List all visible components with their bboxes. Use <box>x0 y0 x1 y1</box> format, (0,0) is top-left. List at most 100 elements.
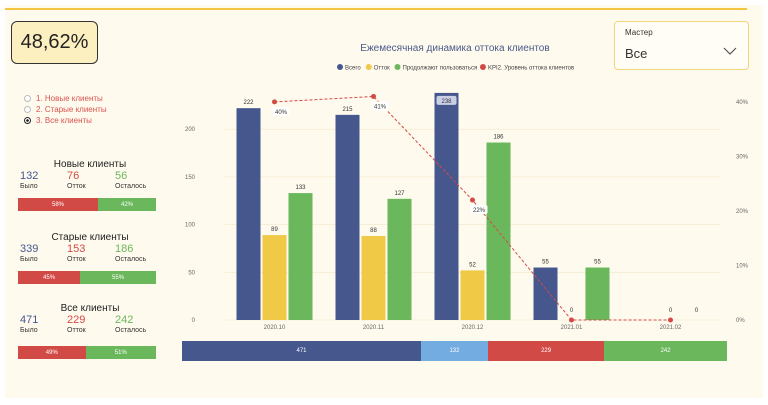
master-value: Все <box>625 46 648 61</box>
was-label: Было <box>20 327 38 334</box>
radio-old-clients[interactable]: 2. Старые клиенты <box>24 104 107 114</box>
radio-button-icon[interactable] <box>24 105 31 113</box>
bar-retained <box>486 142 511 320</box>
card-title: Все клиенты <box>60 303 120 314</box>
bar-retained <box>387 198 412 320</box>
monthly-churn-chart: Ежемесячная динамика оттока клиентов Всег… <box>185 43 749 331</box>
was-value: 471 <box>20 314 39 326</box>
churn-share-segment: 45% <box>18 271 81 284</box>
y2-tick-label: 0% <box>736 318 745 324</box>
bar-total <box>236 108 261 320</box>
data-label: 55 <box>542 260 549 266</box>
data-label: 52 <box>469 262 476 268</box>
master-label: Мастер <box>625 28 653 37</box>
data-label: 222 <box>243 100 254 106</box>
card-title: Новые клиенты <box>53 159 127 170</box>
kpi-label-bg <box>272 106 290 116</box>
data-label: 238 <box>441 99 452 105</box>
churn-split-bar: 49% 51% <box>18 346 156 359</box>
x-tick-label: 2020.12 <box>462 325 484 331</box>
churn-label: Отток <box>67 327 86 334</box>
left-share-segment: 42% <box>98 198 156 211</box>
legend-label: Продолжают пользоваться <box>403 66 478 72</box>
left-value: 56 <box>115 170 128 182</box>
kpi-label: 41% <box>374 104 387 110</box>
card-all-clients: Все клиенты 471 229 242 Было Отток Остал… <box>18 303 156 359</box>
data-label: 0 <box>669 308 673 314</box>
data-label: 0 <box>570 308 574 314</box>
churn-split-bar: 58% 42% <box>18 198 156 211</box>
bar-retained <box>585 267 610 320</box>
y-tick-label: 100 <box>185 223 196 229</box>
churn-label: Отток <box>67 183 86 190</box>
radio-label: 2. Старые клиенты <box>36 104 107 114</box>
top-accent-line <box>5 8 747 10</box>
x-tick-label: 2020.10 <box>264 325 286 331</box>
data-label: 0 <box>695 308 699 314</box>
x-tick-label: 2021.01 <box>561 325 583 331</box>
kpi-label: 22% <box>473 208 486 214</box>
radio-all-clients[interactable]: 3. Все клиенты <box>24 115 107 125</box>
bar-churn <box>460 270 485 320</box>
kpi-card: 48,62% <box>11 21 98 64</box>
legend-marker <box>394 64 401 70</box>
radio-new-clients[interactable]: 1. Новые клиенты <box>24 93 107 103</box>
legend-marker <box>479 64 486 70</box>
was-label: Было <box>20 183 38 190</box>
legend-label: Отток <box>374 66 390 72</box>
card-new-clients: Новые клиенты 132 76 56 Было Отток Остал… <box>18 159 156 211</box>
data-label: 127 <box>394 191 405 197</box>
chevron-down-icon[interactable] <box>722 44 738 58</box>
radio-button-selected-icon[interactable] <box>24 116 31 124</box>
radio-label: 1. Новые клиенты <box>36 93 103 103</box>
data-label-bg <box>436 95 457 105</box>
churn-value: 76 <box>67 170 80 182</box>
kpi-point <box>470 197 475 203</box>
data-label: 55 <box>594 260 601 266</box>
bar-total <box>434 92 459 321</box>
left-value: 242 <box>115 314 134 326</box>
y2-tick-label: 20% <box>736 209 749 215</box>
left-label: Осталось <box>115 183 147 190</box>
kpi-label-bg <box>470 205 488 215</box>
legend-label: Всего <box>345 66 361 72</box>
bar-retained <box>288 193 313 320</box>
bar-churn <box>262 235 287 320</box>
churn-share-segment: 49% <box>18 346 86 359</box>
x-tick-label: 2021.02 <box>660 325 682 331</box>
totals-segment: 471 <box>182 341 421 361</box>
data-label: 88 <box>370 228 377 234</box>
totals-segment: 242 <box>604 341 727 361</box>
left-label: Осталось <box>115 327 147 334</box>
data-label: 215 <box>342 107 353 113</box>
y-tick-label: 0 <box>192 318 196 324</box>
totals-segment: 132 <box>421 341 488 361</box>
data-label: 186 <box>493 135 504 141</box>
data-label: 89 <box>271 227 278 233</box>
kpi-value: 48,62% <box>20 31 89 53</box>
churn-share-segment: 58% <box>18 198 99 211</box>
y-tick-label: 150 <box>185 175 196 181</box>
left-value: 186 <box>115 243 134 255</box>
was-value: 339 <box>20 243 39 255</box>
y-tick-label: 200 <box>185 127 196 133</box>
left-label: Осталось <box>115 256 147 263</box>
y2-tick-label: 30% <box>736 154 749 160</box>
bar-total <box>335 114 360 321</box>
was-label: Было <box>20 256 38 263</box>
card-old-clients: Старые клиенты 339 153 186 Было Отток Ос… <box>18 232 156 284</box>
data-label: 133 <box>295 185 306 191</box>
radio-button-icon[interactable] <box>24 94 31 102</box>
kpi-point <box>668 317 673 323</box>
legend-marker <box>337 64 343 70</box>
churn-split-bar: 45% 55% <box>18 271 156 284</box>
client-type-radio-group: 1. Новые клиенты 2. Старые клиенты 3. Вс… <box>24 93 107 126</box>
master-slicer[interactable]: Мастер Все <box>614 21 749 70</box>
kpi-label: 40% <box>275 110 288 116</box>
was-value: 132 <box>20 170 39 182</box>
kpi-point <box>569 317 574 323</box>
churn-value: 229 <box>67 314 86 326</box>
legend-label: KPI2. Уровень оттока клиентов <box>488 66 574 72</box>
x-tick-label: 2020.11 <box>363 325 385 331</box>
